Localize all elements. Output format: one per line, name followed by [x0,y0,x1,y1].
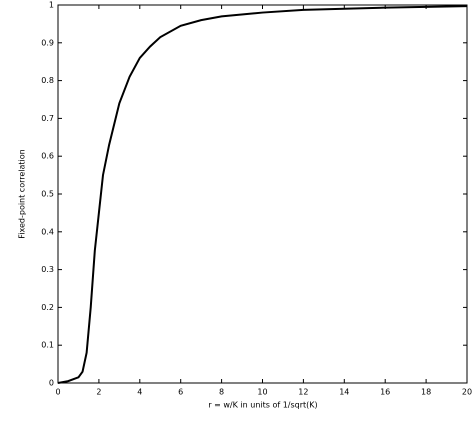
y-tick-label: 0.4 [41,227,54,236]
y-tick-label: 1 [49,1,54,10]
plot-frame [57,4,468,384]
y-tick-label: 0.5 [41,190,54,199]
y-tick-label: 0.7 [41,114,54,123]
x-tick-label: 16 [380,388,390,397]
x-tick-label: 20 [462,388,472,397]
y-tick-label: 0.2 [41,303,54,312]
x-tick-label: 2 [96,388,101,397]
y-tick-label: 0.6 [41,152,54,161]
x-tick-label: 4 [137,388,142,397]
x-tick-label: 10 [257,388,267,397]
line-series [57,5,468,384]
y-tick-label: 0.3 [41,265,54,274]
x-tick-label: 18 [421,388,431,397]
x-tick-label: 12 [298,388,308,397]
y-tick-label: 0 [49,379,54,388]
y-tick-label: 0.8 [41,76,54,85]
y-tick-label: 0.1 [41,341,54,350]
y-tick-label: 0.9 [41,38,54,47]
x-tick-label: 14 [339,388,349,397]
x-axis-label: r = w/K in units of 1/sqrt(K) [208,401,317,410]
x-tick-label: 8 [219,388,224,397]
x-tick-label: 0 [55,388,60,397]
y-axis-label: Fixed-point correlation [18,149,27,239]
x-tick-label: 6 [178,388,183,397]
